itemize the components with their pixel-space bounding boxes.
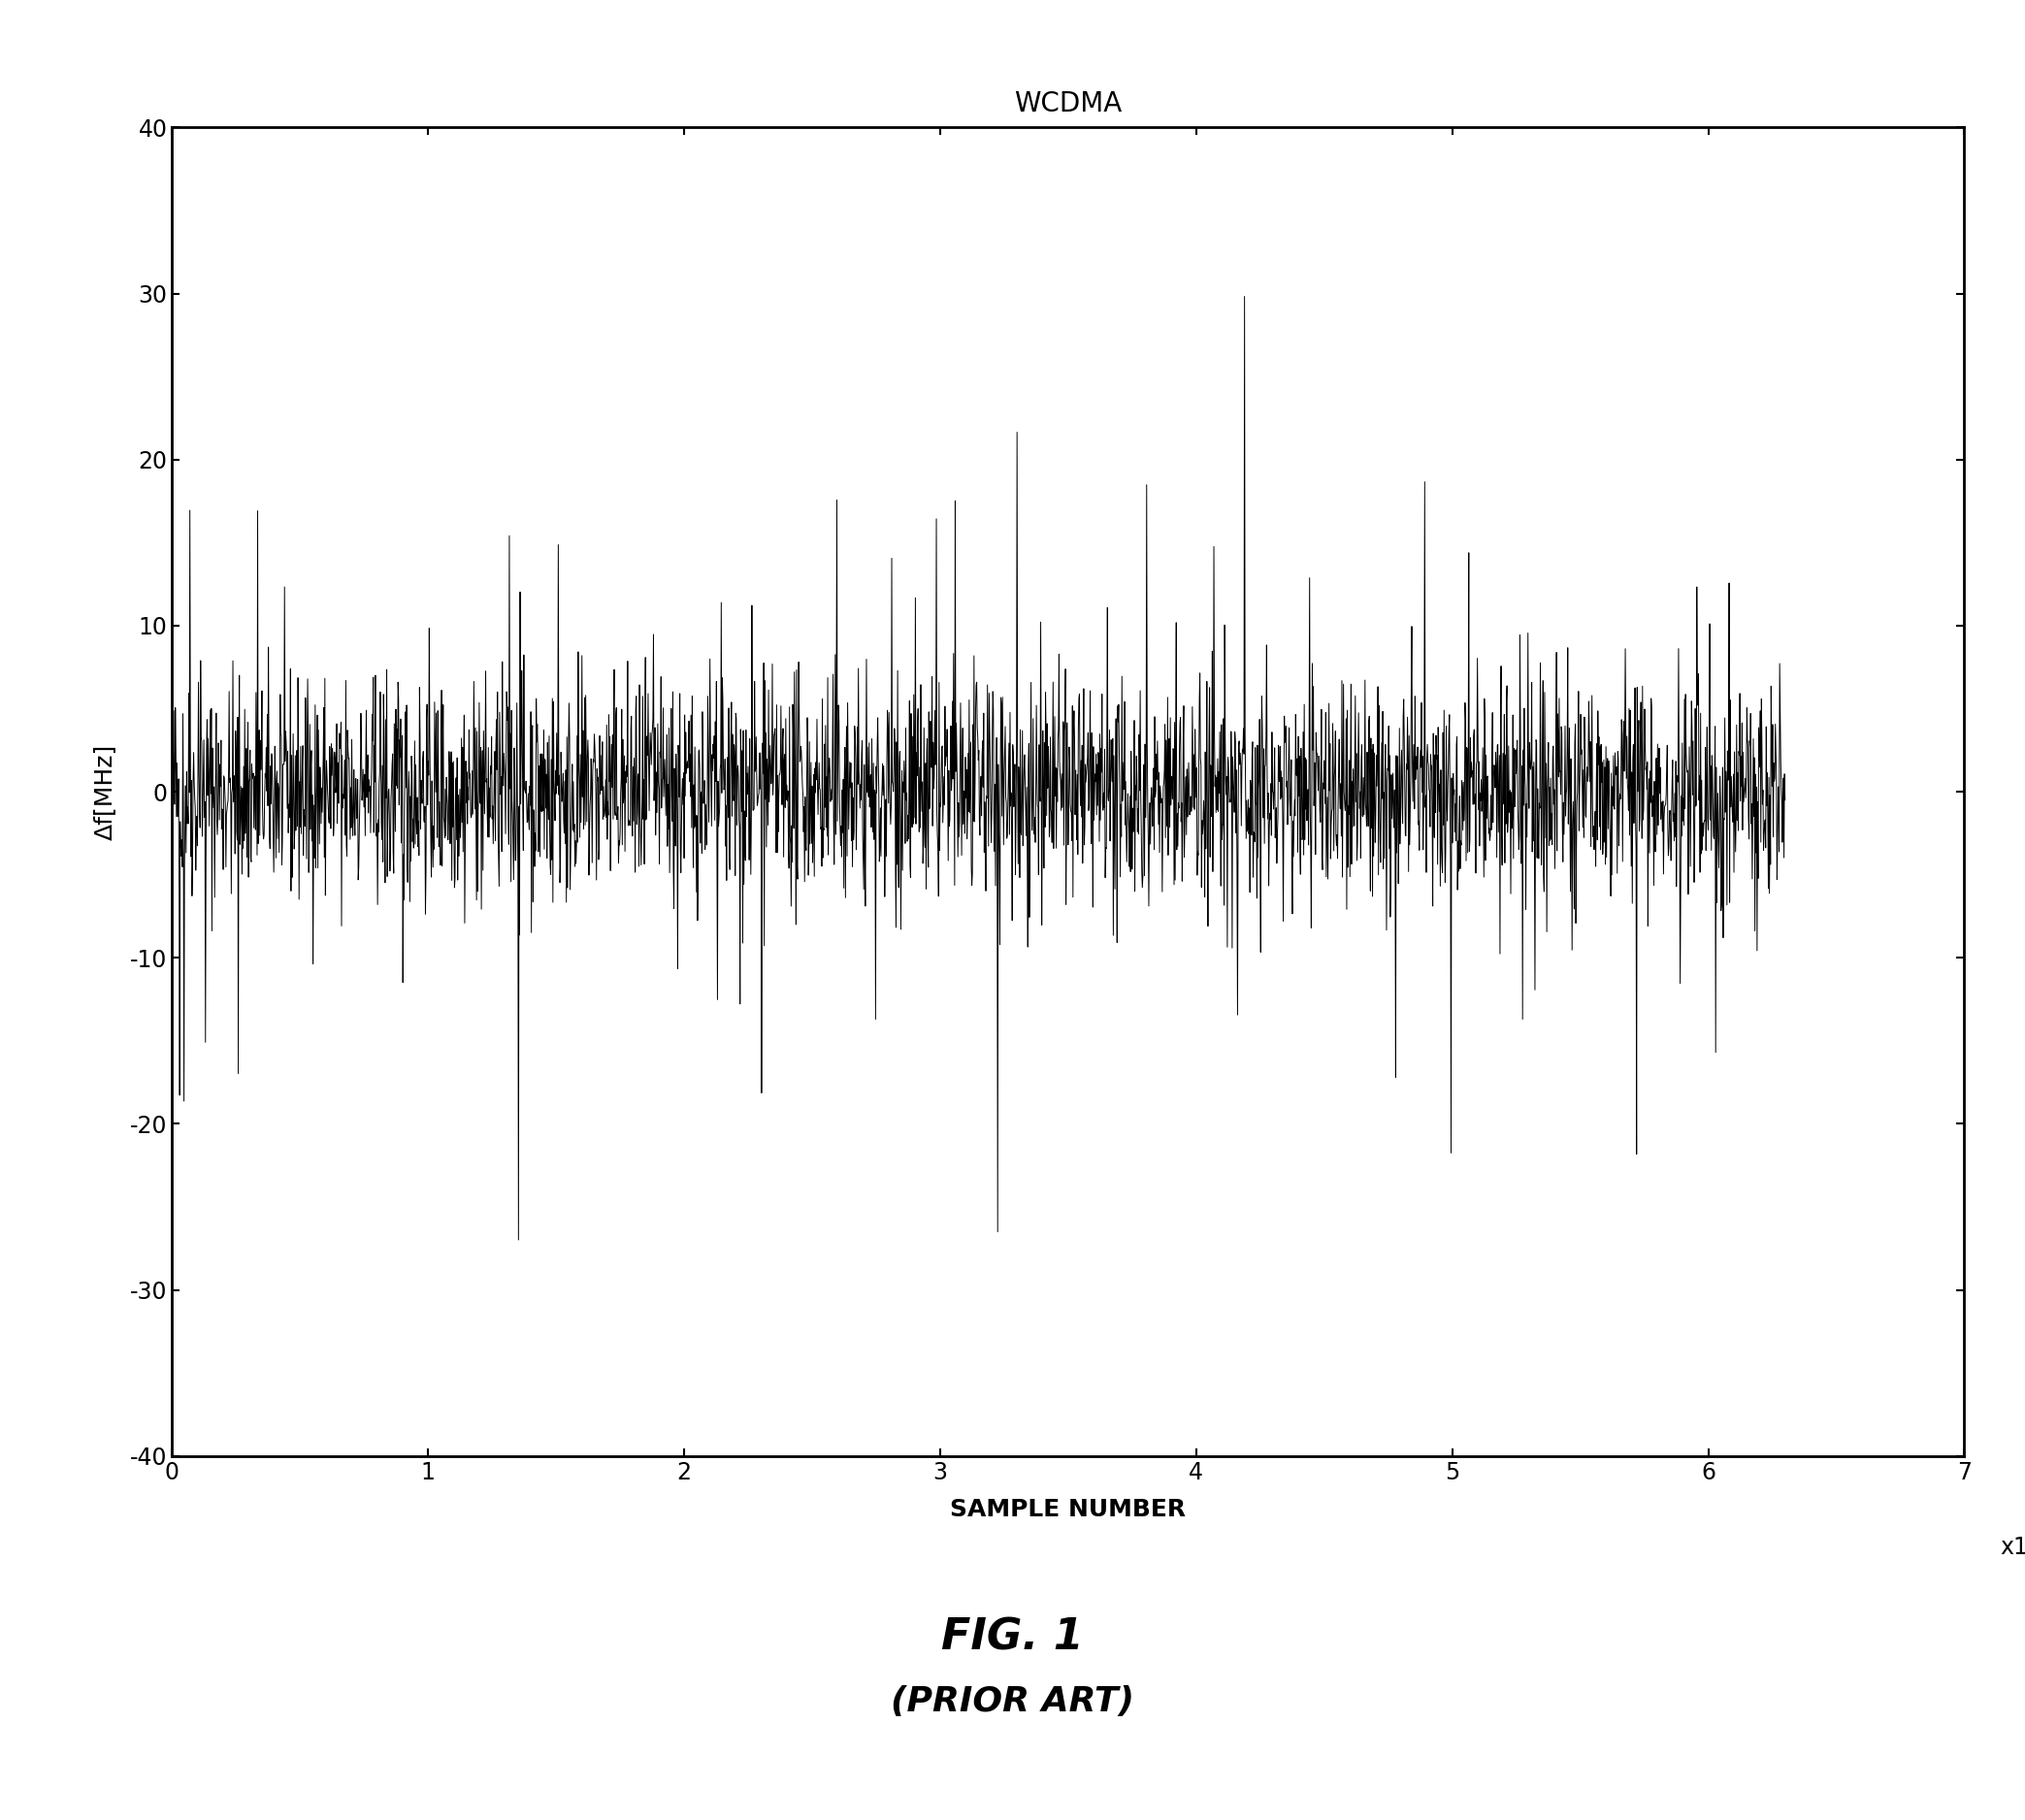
Text: (PRIOR ART): (PRIOR ART) [891,1685,1134,1718]
Y-axis label: Δf[MHz]: Δf[MHz] [93,744,117,839]
Text: FIG. 1: FIG. 1 [942,1618,1083,1658]
Title: WCDMA: WCDMA [1015,89,1122,116]
X-axis label: SAMPLE NUMBER: SAMPLE NUMBER [950,1498,1187,1522]
Text: x10⁵: x10⁵ [2001,1536,2025,1560]
